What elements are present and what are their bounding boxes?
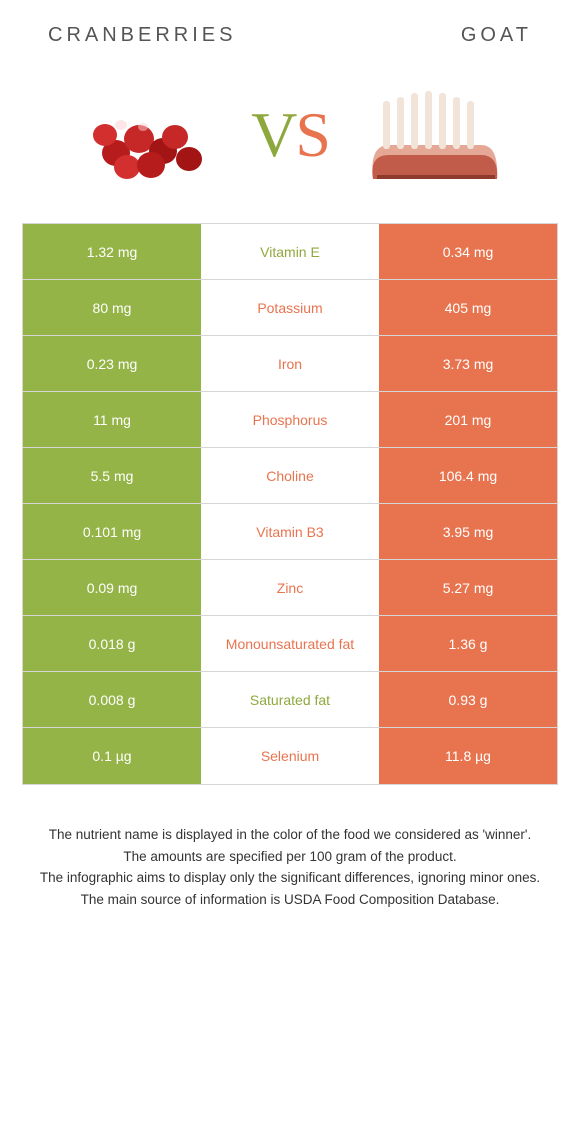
left-value-cell: 0.23 mg [23,336,201,391]
nutrient-table: 1.32 mgVitamin E0.34 mg80 mgPotassium405… [22,223,558,785]
right-food-title: GOAT [461,24,532,47]
header: CRANBERRIES GOAT [0,0,580,55]
nutrient-name-cell: Iron [201,336,379,391]
table-row: 1.32 mgVitamin E0.34 mg [23,224,557,280]
nutrient-name-cell: Selenium [201,728,379,784]
left-value-cell: 0.09 mg [23,560,201,615]
right-value-cell: 3.73 mg [379,336,557,391]
nutrient-name-cell: Potassium [201,280,379,335]
vs-v: V [251,99,295,170]
table-row: 11 mgPhosphorus201 mg [23,392,557,448]
goat-image [349,75,509,195]
nutrient-name-cell: Vitamin B3 [201,504,379,559]
right-value-cell: 106.4 mg [379,448,557,503]
right-value-cell: 5.27 mg [379,560,557,615]
right-value-cell: 1.36 g [379,616,557,671]
nutrient-name-cell: Vitamin E [201,224,379,279]
left-value-cell: 0.008 g [23,672,201,727]
footer-line-3: The infographic aims to display only the… [36,868,544,888]
right-value-cell: 3.95 mg [379,504,557,559]
footer-notes: The nutrient name is displayed in the co… [0,785,580,909]
table-row: 0.101 mgVitamin B33.95 mg [23,504,557,560]
table-row: 80 mgPotassium405 mg [23,280,557,336]
table-row: 0.008 gSaturated fat0.93 g [23,672,557,728]
left-food-title: CRANBERRIES [48,24,236,47]
right-value-cell: 0.34 mg [379,224,557,279]
table-row: 0.09 mgZinc5.27 mg [23,560,557,616]
table-row: 0.23 mgIron3.73 mg [23,336,557,392]
nutrient-name-cell: Saturated fat [201,672,379,727]
right-value-cell: 405 mg [379,280,557,335]
table-row: 0.1 µgSelenium11.8 µg [23,728,557,784]
nutrient-name-cell: Phosphorus [201,392,379,447]
right-value-cell: 0.93 g [379,672,557,727]
vs-label: VS [251,98,329,172]
left-value-cell: 5.5 mg [23,448,201,503]
nutrient-name-cell: Monounsaturated fat [201,616,379,671]
footer-line-4: The main source of information is USDA F… [36,890,544,910]
left-value-cell: 11 mg [23,392,201,447]
nutrient-name-cell: Choline [201,448,379,503]
left-value-cell: 80 mg [23,280,201,335]
vs-row: VS [0,55,580,223]
left-value-cell: 0.018 g [23,616,201,671]
footer-line-1: The nutrient name is displayed in the co… [36,825,544,845]
cranberries-image [71,75,231,195]
footer-line-2: The amounts are specified per 100 gram o… [36,847,544,867]
left-value-cell: 0.101 mg [23,504,201,559]
vs-s: S [295,99,329,170]
left-value-cell: 0.1 µg [23,728,201,784]
right-value-cell: 11.8 µg [379,728,557,784]
table-row: 0.018 gMonounsaturated fat1.36 g [23,616,557,672]
right-value-cell: 201 mg [379,392,557,447]
left-value-cell: 1.32 mg [23,224,201,279]
table-row: 5.5 mgCholine106.4 mg [23,448,557,504]
nutrient-name-cell: Zinc [201,560,379,615]
